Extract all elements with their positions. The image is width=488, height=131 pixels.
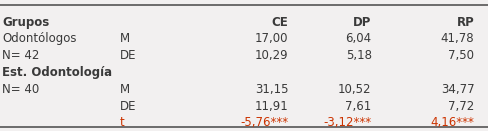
Text: Odontólogos: Odontólogos [2, 32, 77, 45]
Text: 5,18: 5,18 [345, 49, 371, 62]
Text: CE: CE [271, 16, 288, 29]
Text: -5,76***: -5,76*** [240, 116, 288, 129]
Text: 41,78: 41,78 [440, 32, 473, 45]
Text: Est. Odontología: Est. Odontología [2, 66, 112, 79]
Text: 11,91: 11,91 [254, 100, 288, 113]
Text: RP: RP [456, 16, 473, 29]
Text: N= 42: N= 42 [2, 49, 40, 62]
Text: 17,00: 17,00 [254, 32, 288, 45]
Text: 31,15: 31,15 [254, 83, 288, 96]
Text: t: t [120, 116, 124, 129]
Text: 6,04: 6,04 [345, 32, 371, 45]
Text: 7,50: 7,50 [447, 49, 473, 62]
Text: 7,72: 7,72 [447, 100, 473, 113]
Text: Grupos: Grupos [2, 16, 50, 29]
Text: 34,77: 34,77 [440, 83, 473, 96]
Text: 10,52: 10,52 [337, 83, 371, 96]
Text: M: M [120, 32, 130, 45]
Text: N= 40: N= 40 [2, 83, 40, 96]
Text: DE: DE [120, 100, 136, 113]
Text: -3,12***: -3,12*** [323, 116, 371, 129]
Text: 7,61: 7,61 [345, 100, 371, 113]
Text: 4,16***: 4,16*** [429, 116, 473, 129]
Text: M: M [120, 83, 130, 96]
Text: DP: DP [352, 16, 371, 29]
Text: DE: DE [120, 49, 136, 62]
Text: 10,29: 10,29 [254, 49, 288, 62]
